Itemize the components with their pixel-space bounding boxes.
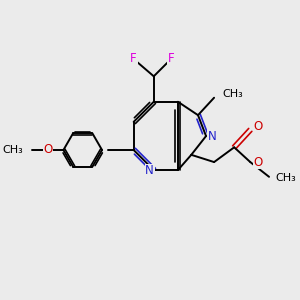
Text: CH₃: CH₃ [3, 145, 23, 155]
Text: O: O [254, 120, 263, 133]
Text: N: N [208, 130, 216, 142]
Text: N: N [146, 164, 154, 177]
Text: O: O [254, 156, 263, 169]
Text: F: F [130, 52, 137, 65]
Text: F: F [168, 52, 175, 65]
Text: CH₃: CH₃ [276, 173, 296, 183]
Text: CH₃: CH₃ [222, 89, 243, 99]
Text: O: O [44, 143, 53, 157]
